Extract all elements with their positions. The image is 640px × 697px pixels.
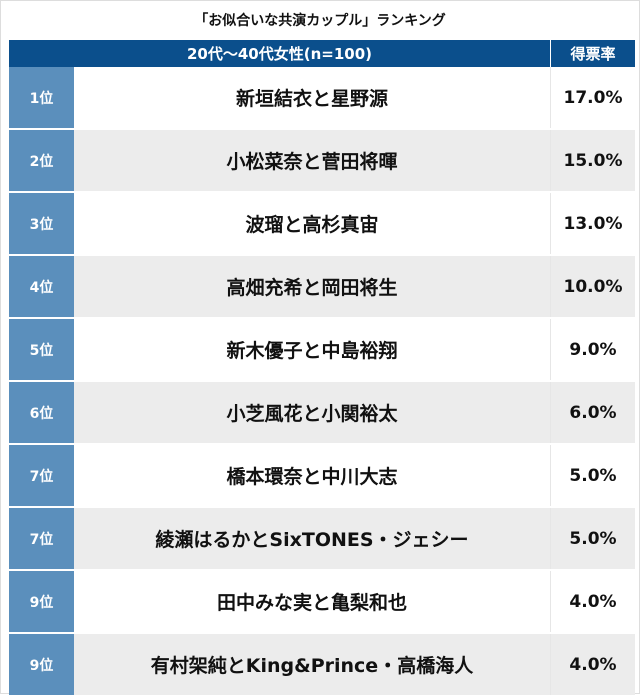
couple-name: 小松菜奈と菅田将暉 (74, 129, 551, 193)
couple-name: 有村架純とKing&Prince・高橋海人 (74, 633, 551, 697)
table-row: 6位 小芝風花と小関裕太 6.0% (9, 381, 635, 445)
rank-cell: 5位 (9, 318, 74, 382)
couple-name: 田中みな実と亀梨和也 (74, 570, 551, 634)
ranking-title: 「お似合いな共演カップル」ランキング (194, 13, 446, 29)
rank-cell: 6位 (9, 381, 74, 445)
vote-rate: 9.0% (550, 318, 635, 382)
vote-rate: 15.0% (550, 129, 635, 193)
table-row: 9位 有村架純とKing&Prince・高橋海人 4.0% (9, 633, 635, 697)
table-header: 20代〜40代女性(n=100) 得票率 (9, 40, 635, 67)
couple-name: 高畑充希と岡田将生 (74, 255, 551, 319)
rank-cell: 7位 (9, 444, 74, 508)
couple-name: 新垣結衣と星野源 (74, 67, 551, 130)
couple-name: 橋本環奈と中川大志 (74, 444, 551, 508)
header-rate: 得票率 (550, 40, 635, 67)
table-row: 3位 波瑠と高杉真宙 13.0% (9, 192, 635, 256)
vote-rate: 10.0% (550, 255, 635, 319)
vote-rate: 17.0% (550, 67, 635, 130)
vote-rate: 5.0% (550, 507, 635, 571)
table-row: 5位 新木優子と中島裕翔 9.0% (9, 318, 635, 382)
vote-rate: 4.0% (550, 570, 635, 634)
rank-cell: 9位 (9, 570, 74, 634)
rank-cell: 9位 (9, 633, 74, 697)
ranking-table: 20代〜40代女性(n=100) 得票率 1位 新垣結衣と星野源 17.0% 2位 小松… (9, 40, 635, 697)
table-row: 7位 綾瀬はるかとSixTONES・ジェシー 5.0% (9, 507, 635, 571)
vote-rate: 4.0% (550, 633, 635, 697)
couple-name: 波瑠と高杉真宙 (74, 192, 551, 256)
vote-rate: 5.0% (550, 444, 635, 508)
couple-name: 新木優子と中島裕翔 (74, 318, 551, 382)
couple-name: 小芝風花と小関裕太 (74, 381, 551, 445)
table-row: 4位 高畑充希と岡田将生 10.0% (9, 255, 635, 319)
header-group: 20代〜40代女性(n=100) (9, 40, 551, 67)
table-row: 2位 小松菜奈と菅田将暉 15.0% (9, 129, 635, 193)
table-row: 9位 田中みな実と亀梨和也 4.0% (9, 570, 635, 634)
vote-rate: 6.0% (550, 381, 635, 445)
rank-cell: 2位 (9, 129, 74, 193)
vote-rate: 13.0% (550, 192, 635, 256)
rank-cell: 3位 (9, 192, 74, 256)
rank-cell: 1位 (9, 67, 74, 130)
couple-name: 綾瀬はるかとSixTONES・ジェシー (74, 507, 551, 571)
table-row: 1位 新垣結衣と星野源 17.0% (9, 67, 635, 130)
rank-cell: 4位 (9, 255, 74, 319)
rank-cell: 7位 (9, 507, 74, 571)
table-row: 7位 橋本環奈と中川大志 5.0% (9, 444, 635, 508)
